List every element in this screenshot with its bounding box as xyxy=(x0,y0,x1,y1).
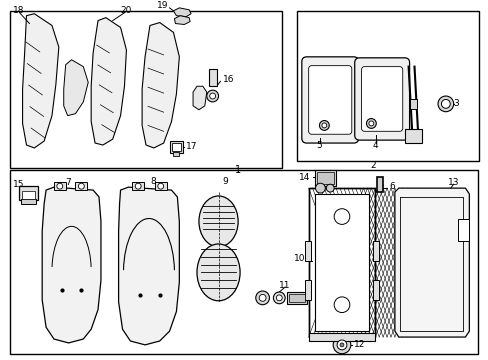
Polygon shape xyxy=(119,187,179,345)
Circle shape xyxy=(366,118,375,129)
Polygon shape xyxy=(173,8,191,17)
Polygon shape xyxy=(22,14,59,148)
Circle shape xyxy=(57,183,62,189)
Polygon shape xyxy=(142,23,179,148)
Circle shape xyxy=(315,183,325,193)
Polygon shape xyxy=(63,60,88,116)
Bar xyxy=(10,171,477,354)
Bar xyxy=(308,188,374,337)
Circle shape xyxy=(336,340,346,350)
Text: 9: 9 xyxy=(222,177,228,186)
Bar xyxy=(208,69,216,86)
Bar xyxy=(10,11,282,167)
Bar xyxy=(173,152,179,156)
Polygon shape xyxy=(42,187,101,343)
Bar xyxy=(314,171,335,186)
Bar xyxy=(132,182,144,190)
Bar xyxy=(308,333,374,341)
Circle shape xyxy=(276,295,282,301)
Bar xyxy=(75,182,87,190)
Bar xyxy=(409,99,417,109)
FancyBboxPatch shape xyxy=(354,58,409,140)
Text: 12: 12 xyxy=(353,341,365,350)
FancyBboxPatch shape xyxy=(308,66,351,134)
Text: 5: 5 xyxy=(316,140,322,149)
Ellipse shape xyxy=(199,196,238,247)
Text: 4: 4 xyxy=(371,140,377,149)
Text: 18: 18 xyxy=(13,6,24,15)
Circle shape xyxy=(209,93,215,99)
Polygon shape xyxy=(174,16,190,24)
Bar xyxy=(404,129,422,143)
Polygon shape xyxy=(91,18,126,145)
Bar xyxy=(316,172,333,184)
Circle shape xyxy=(135,183,141,189)
Circle shape xyxy=(206,90,218,102)
Bar xyxy=(304,280,310,300)
Text: 11: 11 xyxy=(279,281,290,290)
Text: 2: 2 xyxy=(369,161,375,170)
Text: 13: 13 xyxy=(447,178,458,187)
Polygon shape xyxy=(394,188,468,337)
Text: 15: 15 xyxy=(13,180,24,189)
Polygon shape xyxy=(286,292,306,304)
Circle shape xyxy=(333,297,349,312)
Bar xyxy=(171,143,181,151)
Bar xyxy=(372,241,379,261)
Text: 17: 17 xyxy=(186,143,197,152)
Bar xyxy=(54,182,65,190)
Text: 3: 3 xyxy=(453,99,459,108)
Text: 8: 8 xyxy=(150,177,155,186)
Circle shape xyxy=(441,99,449,108)
Bar xyxy=(296,11,478,161)
Text: 19: 19 xyxy=(157,1,168,10)
Text: 20: 20 xyxy=(121,6,132,15)
Circle shape xyxy=(259,294,265,301)
FancyBboxPatch shape xyxy=(301,57,358,143)
Circle shape xyxy=(255,291,269,305)
Circle shape xyxy=(332,336,350,354)
Bar xyxy=(308,188,374,337)
Circle shape xyxy=(321,123,326,128)
Ellipse shape xyxy=(197,244,240,301)
Circle shape xyxy=(78,183,84,189)
Bar xyxy=(372,280,379,300)
Text: 14: 14 xyxy=(298,173,309,182)
Circle shape xyxy=(319,121,328,130)
Bar xyxy=(314,194,368,331)
Polygon shape xyxy=(193,86,206,110)
Bar xyxy=(20,199,36,204)
Bar xyxy=(376,177,383,192)
Bar xyxy=(21,191,35,199)
Text: 6: 6 xyxy=(388,182,394,191)
Bar xyxy=(169,141,183,153)
Circle shape xyxy=(368,121,373,126)
Circle shape xyxy=(273,292,285,304)
Bar xyxy=(314,194,368,331)
Text: 7: 7 xyxy=(65,178,71,187)
Circle shape xyxy=(437,96,453,112)
Circle shape xyxy=(158,183,163,189)
Text: 16: 16 xyxy=(222,75,233,84)
Circle shape xyxy=(333,209,349,224)
Circle shape xyxy=(339,343,343,347)
Bar xyxy=(19,186,38,200)
Text: 10: 10 xyxy=(293,254,305,263)
Bar xyxy=(288,294,304,302)
Bar xyxy=(304,241,310,261)
Circle shape xyxy=(325,184,333,192)
Text: 1: 1 xyxy=(235,165,241,175)
Bar xyxy=(457,220,468,241)
FancyBboxPatch shape xyxy=(361,67,402,131)
Bar xyxy=(155,182,166,190)
